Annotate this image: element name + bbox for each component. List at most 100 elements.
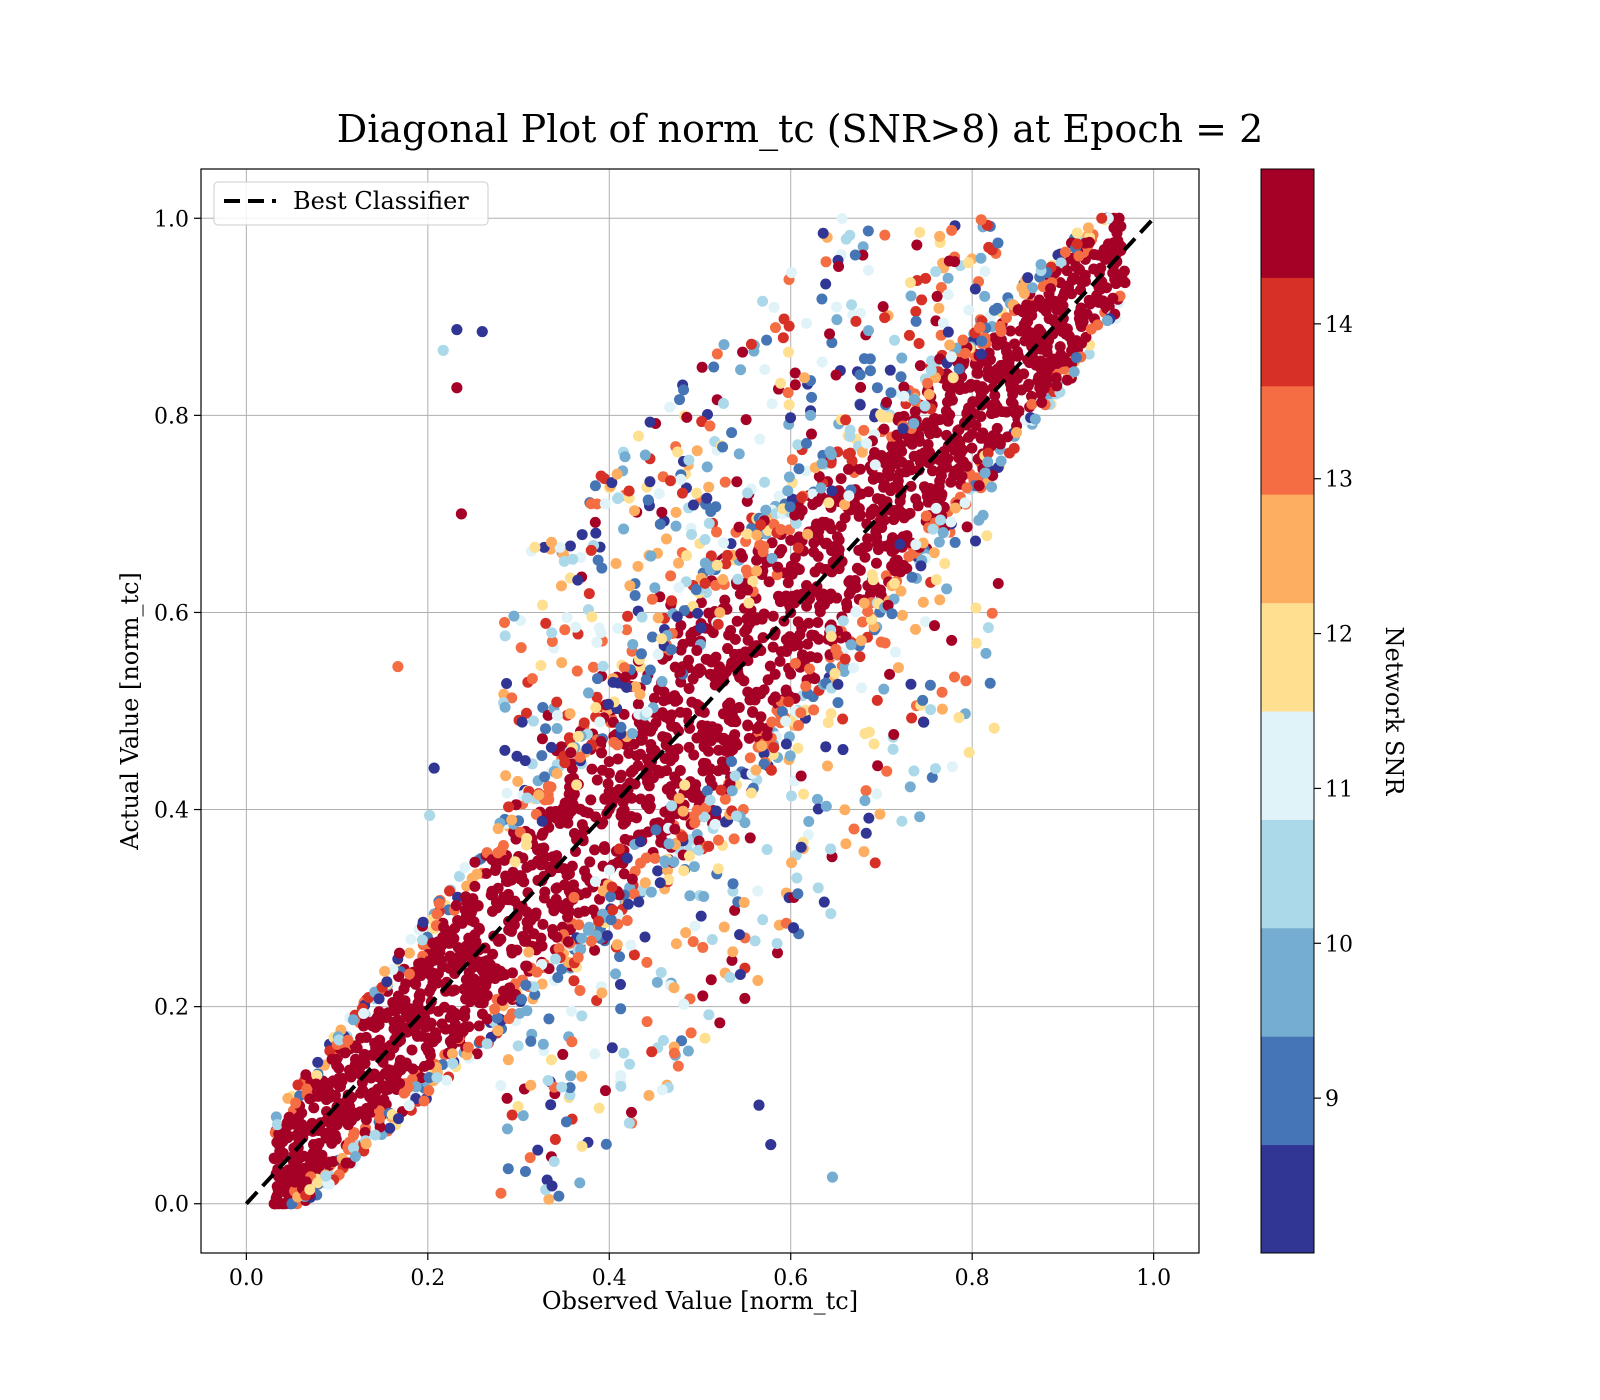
scatter-point <box>837 744 849 756</box>
scatter-point <box>320 1170 332 1182</box>
scatter-point <box>571 779 583 791</box>
scatter-point <box>621 914 633 926</box>
scatter-point <box>920 272 932 284</box>
scatter-point <box>350 1110 362 1122</box>
scatter-point <box>403 968 415 980</box>
scatter-point <box>670 506 682 518</box>
scatter-point <box>624 1058 636 1070</box>
scatter-point <box>904 781 916 793</box>
scatter-point <box>414 988 426 1000</box>
scatter-point <box>644 723 656 735</box>
scatter-point <box>714 606 726 618</box>
scatter-point <box>551 882 563 894</box>
scatter-point <box>610 558 622 570</box>
chart-title: Diagonal Plot of norm_tc (SNR>8) at Epoc… <box>337 107 1264 152</box>
scatter-point <box>829 668 841 680</box>
scatter-point <box>469 856 481 868</box>
scatter-point <box>854 651 866 663</box>
scatter-point <box>629 589 641 601</box>
scatter-point <box>711 526 723 538</box>
scatter-point <box>704 794 716 806</box>
scatter-point <box>1052 320 1064 332</box>
scatter-point <box>869 857 881 869</box>
scatter-point <box>871 537 883 549</box>
scatter-point <box>517 930 529 942</box>
scatter-point <box>393 947 405 959</box>
scatter-point <box>1097 249 1109 261</box>
scatter-point <box>728 833 740 845</box>
scatter-point <box>390 1019 402 1031</box>
y-axis-ticks: 0.0 0.2 0.4 0.6 0.8 1.0 <box>154 207 201 1218</box>
scatter-point <box>826 485 838 497</box>
scatter-point <box>806 391 818 403</box>
scatter-point <box>1024 357 1036 369</box>
scatter-point <box>643 1090 655 1102</box>
scatter-point <box>848 823 860 835</box>
scatter-point <box>856 682 868 694</box>
scatter-point <box>818 598 830 610</box>
scatter-point <box>800 437 812 449</box>
scatter-point <box>636 611 648 623</box>
scatter-point <box>1113 238 1125 250</box>
scatter-point <box>481 955 493 967</box>
scatter-point <box>957 334 969 346</box>
scatter-point <box>930 266 942 278</box>
scatter-point <box>445 937 457 949</box>
colorbar-segment <box>1261 1036 1314 1146</box>
scatter-point <box>406 1044 418 1056</box>
scatter-point <box>659 855 671 867</box>
scatter-point <box>596 987 608 999</box>
scatter-point <box>565 747 577 759</box>
scatter-point <box>615 1070 627 1082</box>
scatter-point <box>995 334 1007 346</box>
scatter-point <box>415 957 427 969</box>
scatter-point <box>950 465 962 477</box>
scatter-point <box>574 1177 586 1189</box>
scatter-point <box>304 1093 316 1105</box>
scatter-point <box>635 734 647 746</box>
scatter-point <box>846 299 858 311</box>
scatter-point <box>826 1171 838 1183</box>
scatter-point <box>919 616 931 628</box>
scatter-point <box>934 594 946 606</box>
scatter-point <box>360 1138 372 1150</box>
scatter-point <box>947 372 959 384</box>
scatter-point <box>1075 320 1087 332</box>
scatter-point <box>841 602 853 614</box>
scatter-point <box>610 968 622 980</box>
scatter-point <box>396 1000 408 1012</box>
scatter-point <box>783 399 795 411</box>
scatter-point <box>761 844 773 856</box>
scatter-point <box>860 827 872 839</box>
scatter-point <box>1073 250 1085 262</box>
scatter-point <box>963 304 975 316</box>
scatter-point <box>584 856 596 868</box>
scatter-point <box>783 471 795 483</box>
scatter-point <box>846 455 858 467</box>
scatter-point <box>1012 304 1024 316</box>
scatter-point <box>436 940 448 952</box>
scatter-point <box>359 1126 371 1138</box>
scatter-point <box>508 919 520 931</box>
scatter-point <box>714 1017 726 1029</box>
scatter-point <box>975 348 987 360</box>
scatter-point <box>919 400 931 412</box>
scatter-point <box>712 863 724 875</box>
scatter-point <box>959 497 971 509</box>
scatter-point <box>763 576 775 588</box>
scatter-point <box>717 708 729 720</box>
scatter-point <box>946 224 958 236</box>
scatter-point <box>842 463 854 475</box>
scatter-point <box>776 706 788 718</box>
scatter-point <box>687 936 699 948</box>
scatter-point <box>934 230 946 242</box>
scatter-point <box>450 900 462 912</box>
scatter-point <box>837 615 849 627</box>
scatter-point <box>689 817 701 829</box>
scatter-point <box>796 491 808 503</box>
scatter-point <box>585 544 597 556</box>
y-tick-label: 0.6 <box>154 601 189 626</box>
scatter-point <box>646 1046 658 1058</box>
scatter-point <box>894 538 906 550</box>
scatter-point <box>696 361 708 373</box>
